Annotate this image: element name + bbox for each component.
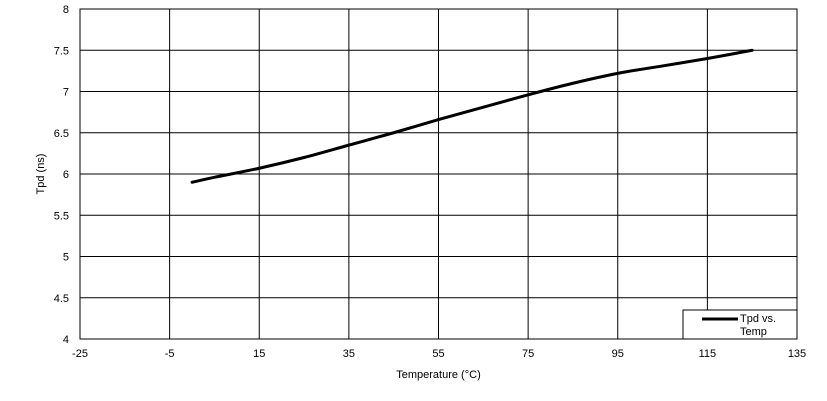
x-tick-label: 35 — [343, 348, 355, 360]
legend: Tpd vs. Temp — [682, 309, 798, 340]
legend-label-line-1: Tpd vs. — [740, 313, 776, 325]
y-tick-label: 4 — [63, 334, 69, 346]
y-tick-label: 5.5 — [54, 210, 69, 222]
y-tick-label: 4.5 — [54, 293, 69, 305]
y-tick-label: 7 — [63, 87, 69, 99]
series-line — [190, 48, 754, 184]
legend-label-line-2: Temp — [740, 326, 767, 338]
legend-box — [682, 309, 798, 340]
y-tick-label: 6 — [63, 169, 69, 181]
y-tick-label: 7.5 — [54, 45, 69, 57]
x-tick-label: -25 — [72, 348, 88, 360]
x-tick-label: -5 — [165, 348, 175, 360]
x-axis-label: Temperature (°C) — [396, 369, 480, 381]
y-tick-label: 8 — [63, 4, 69, 16]
y-axis-tick-labels: 4 4.5 5 5.5 6 6.5 7 7.5 8 — [54, 4, 69, 346]
y-axis-label: Tpd (ns) — [35, 154, 47, 195]
x-tick-label: 75 — [522, 348, 534, 360]
x-tick-label: 135 — [788, 348, 806, 360]
plot-area — [79, 8, 798, 340]
x-tick-label: 55 — [432, 348, 444, 360]
y-tick-label: 6.5 — [54, 128, 69, 140]
x-tick-label: 115 — [699, 348, 717, 360]
x-tick-label: 95 — [612, 348, 624, 360]
x-tick-label: 15 — [253, 348, 265, 360]
y-tick-label: 5 — [63, 252, 69, 264]
x-axis-tick-labels: -25 -5 15 35 55 75 95 115 135 — [72, 348, 806, 360]
series-layer — [190, 48, 754, 184]
